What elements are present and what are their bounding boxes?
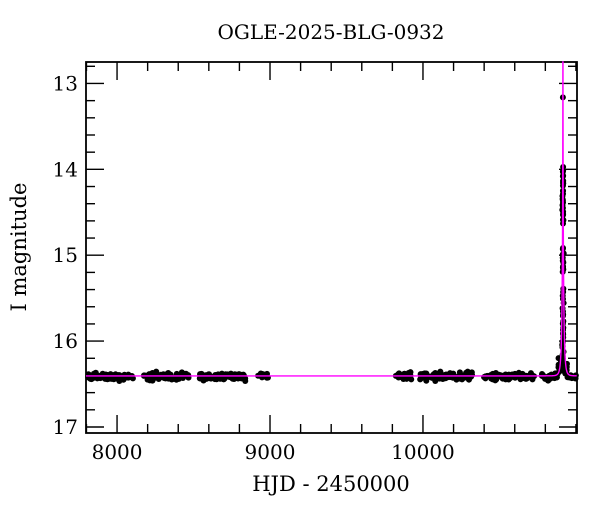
y-tick-label: 17 [53,415,78,439]
data-point [102,375,109,382]
data-point [559,312,566,319]
x-tick-label: 9000 [245,440,296,464]
data-point [437,368,444,375]
data-point [447,374,454,381]
data-point [119,375,126,382]
y-tick-label: 13 [53,71,78,95]
data-point [460,373,467,380]
data-point [559,359,566,366]
x-axis-label: HJD - 2450000 [252,472,410,496]
data-point [527,370,534,377]
data-point [223,371,230,378]
y-tick-label: 14 [53,157,78,181]
data-point [509,371,516,378]
data-point [408,376,415,383]
model-curve [86,61,577,377]
y-tick-label: 15 [53,243,78,267]
data-point [493,376,500,383]
data-point [162,375,169,382]
data-point [465,375,472,382]
data-point [107,375,114,382]
plot-axes: 8000 9000 10000 13 14 15 16 17 [53,61,578,464]
y-tick-label: 16 [53,329,78,353]
data-point [432,378,439,385]
data-point [432,369,439,376]
x-tick-label: 8000 [92,440,143,464]
data-point [211,376,218,383]
data-point [242,375,249,382]
microlensing-model-line [86,61,577,377]
y-axis-label: I magnitude [7,183,31,312]
data-point [175,375,182,382]
x-tick-label: 10000 [391,440,455,464]
data-point [113,375,120,382]
data-point [168,376,175,383]
data-point [547,373,554,380]
data-points [85,94,579,385]
chart-title: OGLE-2025-BLG-0932 [217,20,444,44]
